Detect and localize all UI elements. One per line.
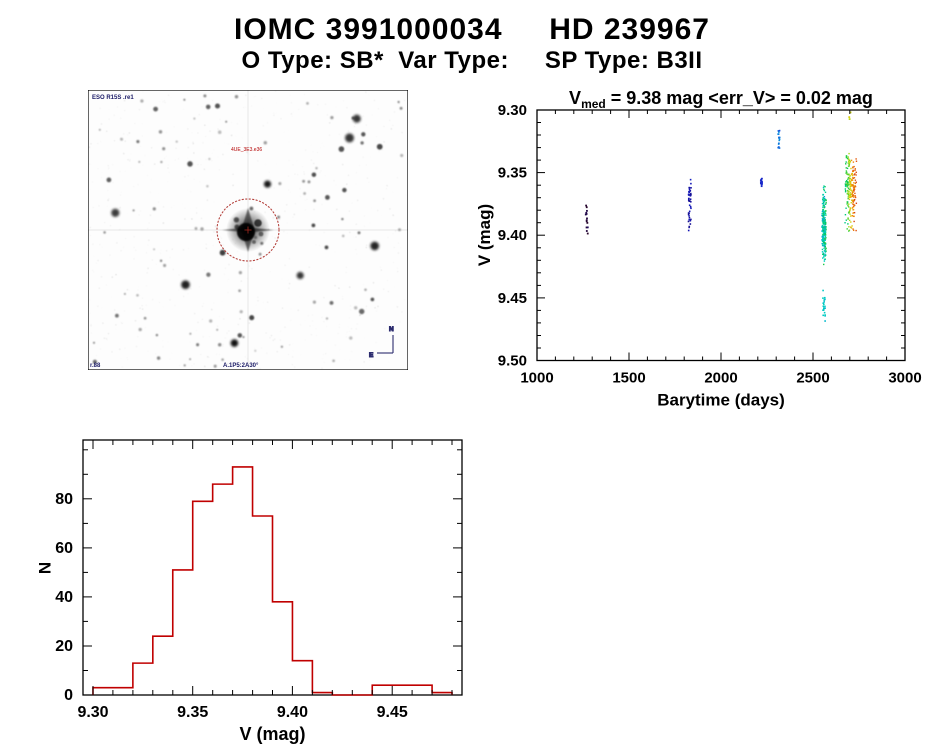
svg-text:1000: 1000 — [520, 370, 553, 387]
svg-text:60: 60 — [55, 540, 73, 557]
svg-text:80: 80 — [55, 491, 73, 508]
svg-text:9.50: 9.50 — [498, 353, 527, 370]
svg-text:N: N — [389, 326, 394, 333]
svg-text:20: 20 — [55, 638, 73, 655]
svg-text:E: E — [369, 352, 374, 359]
svg-text:9.40: 9.40 — [498, 227, 527, 244]
svg-text:4UE_3E3.e36: 4UE_3E3.e36 — [231, 147, 262, 153]
svg-text:2000: 2000 — [704, 370, 737, 387]
svg-text:9.45: 9.45 — [377, 704, 408, 721]
svg-text:3000: 3000 — [888, 370, 921, 387]
svg-text:9.40: 9.40 — [277, 704, 308, 721]
svg-text:9.35: 9.35 — [498, 165, 527, 182]
svg-text:A.1P5:2A30°: A.1P5:2A30° — [223, 363, 259, 369]
svg-text:V (mag): V (mag) — [239, 724, 305, 744]
svg-text:0: 0 — [64, 687, 73, 704]
svg-text:2500: 2500 — [796, 370, 829, 387]
svg-text:Barytime (days): Barytime (days) — [657, 391, 785, 410]
svg-text:r.88: r.88 — [90, 363, 101, 369]
svg-text:1500: 1500 — [612, 370, 645, 387]
svg-text:40: 40 — [55, 589, 73, 606]
svg-text:9.30: 9.30 — [498, 102, 527, 119]
svg-text:9.30: 9.30 — [77, 704, 108, 721]
svg-text:9.45: 9.45 — [498, 290, 527, 307]
svg-text:ESO R15S .re1: ESO R15S .re1 — [92, 95, 134, 101]
svg-text:9.35: 9.35 — [177, 704, 208, 721]
